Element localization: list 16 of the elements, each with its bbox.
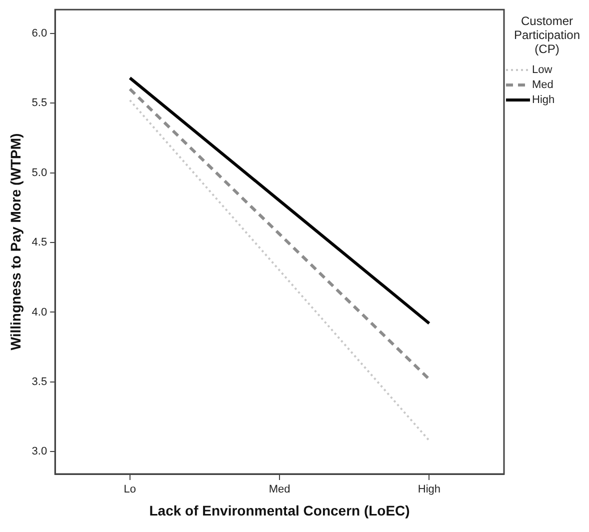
x-axis-title: Lack of Environmental Concern (LoEC)	[149, 502, 410, 518]
x-tick-label: Med	[268, 484, 290, 496]
y-tick-label: 4.0	[32, 306, 48, 318]
y-tick-label: 4.5	[32, 236, 48, 249]
y-tick-label: 5.0	[32, 166, 48, 179]
legend-label: Med	[532, 78, 554, 90]
x-tick-label: High	[418, 484, 440, 496]
y-axis-title: Willingness to Pay More (WTPM)	[7, 133, 24, 350]
y-tick-label: 3.0	[32, 446, 48, 458]
x-tick-label: Lo	[124, 484, 136, 496]
y-tick-label: 6.0	[32, 27, 48, 40]
legend-label: Low	[532, 64, 552, 76]
y-tick-label: 5.5	[32, 97, 48, 110]
legend-label: High	[532, 94, 555, 106]
y-tick-label: 3.5	[32, 376, 48, 388]
legend-title: Customer Participation (CP)	[512, 14, 582, 56]
